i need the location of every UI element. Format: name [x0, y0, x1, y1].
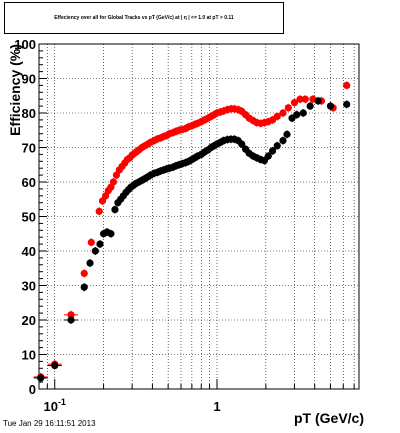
- red-data-point: [87, 238, 95, 247]
- black-data-point: [343, 100, 351, 109]
- black-data-point: [64, 316, 79, 324]
- red-data-point: [98, 196, 107, 205]
- y-axis-label: Efficiency (%): [7, 44, 23, 136]
- black-data-point: [283, 130, 291, 139]
- y-tick-labels: 0 10 20 30 40 50 60 70 80 90 100: [14, 37, 36, 397]
- black-data-point: [107, 229, 115, 238]
- x-axis-label: pT (GeV/c): [294, 410, 364, 426]
- black-data-point: [293, 110, 301, 119]
- black-data-point: [299, 109, 307, 117]
- black-data-point: [80, 283, 88, 292]
- black-data-point: [268, 146, 277, 155]
- y-tick-label: 60: [22, 175, 36, 190]
- black-data-point: [238, 140, 246, 149]
- chart-title: Effeciency over all for Global Tracks vs…: [54, 15, 234, 21]
- y-tick-label: 0: [29, 382, 36, 397]
- red-data-point: [273, 112, 281, 121]
- y-tick-label: 40: [22, 244, 36, 259]
- black-data-point: [273, 141, 281, 150]
- y-tick-label: 90: [22, 72, 36, 87]
- black-data-point: [33, 373, 48, 382]
- red-data-point: [80, 269, 88, 278]
- black-data-point: [111, 205, 119, 214]
- y-tick-label: 50: [22, 210, 36, 225]
- red-data-point: [95, 207, 103, 216]
- y-tick-label: 70: [22, 141, 36, 156]
- y-tick-label: 100: [14, 37, 36, 52]
- black-data-point: [314, 96, 322, 105]
- y-tick-label: 80: [22, 106, 36, 121]
- x-tick-label: 10-1: [43, 397, 65, 414]
- red-data-point: [268, 115, 277, 124]
- black-data-point: [96, 240, 104, 249]
- black-data-point: [86, 259, 94, 268]
- black-data-point: [326, 102, 335, 111]
- x-tick-label: 1: [213, 399, 220, 414]
- timestamp: Tue Jan 29 16:11:51 2013: [3, 419, 96, 428]
- red-data-point: [279, 109, 287, 117]
- red-data-point: [284, 103, 292, 112]
- black-data-point: [279, 136, 287, 145]
- red-data-point: [343, 81, 351, 90]
- grid-lines: [39, 44, 359, 389]
- data-points: [33, 81, 351, 382]
- y-tick-label: 20: [22, 313, 36, 328]
- y-tick-label: 10: [22, 348, 36, 363]
- red-data-point: [301, 95, 309, 104]
- black-data-point: [306, 102, 314, 111]
- black-data-point: [91, 247, 99, 255]
- red-data-point: [290, 98, 299, 107]
- red-data-point: [109, 178, 118, 186]
- y-tick-label: 30: [22, 279, 36, 294]
- black-data-point: [264, 152, 272, 161]
- x-tick-labels: 10-1 1: [43, 397, 220, 414]
- red-data-point: [64, 310, 79, 319]
- chart-title-box: Effeciency over all for Global Tracks vs…: [4, 2, 284, 34]
- black-data-point: [47, 361, 62, 370]
